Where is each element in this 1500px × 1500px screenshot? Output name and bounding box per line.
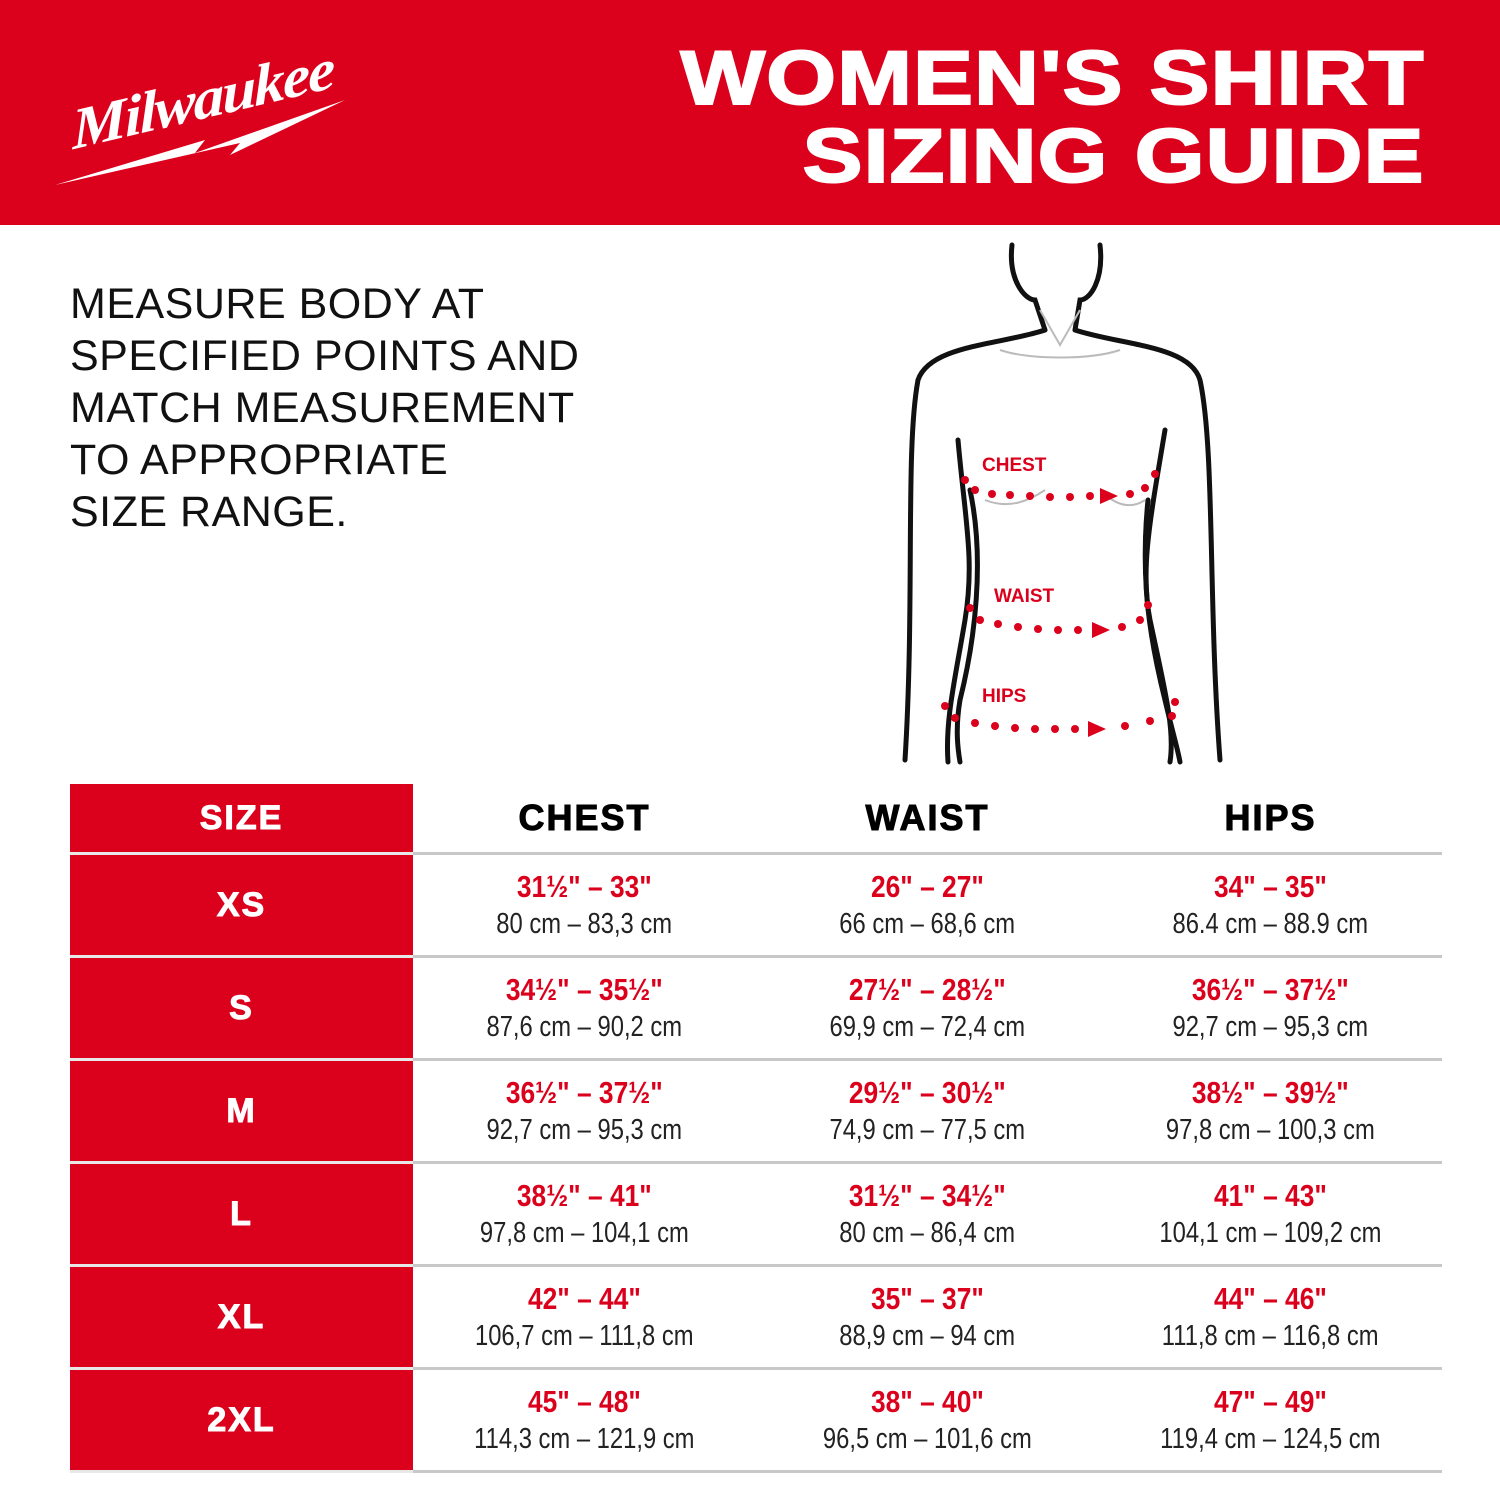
waist-inches: 38" – 40" xyxy=(871,1384,984,1419)
chest-cell: 45" – 48" 114,3 cm – 121,9 cm xyxy=(413,1370,756,1470)
chest-cm: 114,3 cm – 121,9 cm xyxy=(474,1423,695,1455)
header-size: SIZE xyxy=(70,784,413,855)
waist-inches: 27½" – 28½" xyxy=(849,972,1006,1007)
chest-cm: 87,6 cm – 90,2 cm xyxy=(486,1011,683,1043)
title-line-2: SIZING GUIDE xyxy=(802,114,1425,199)
instruction-line: MEASURE BODY AT xyxy=(70,280,485,328)
waist-cell: 29½" – 30½" 74,9 cm – 77,5 cm xyxy=(756,1061,1099,1161)
hips-cell: 47" – 49" 119,4 cm – 124,5 cm xyxy=(1099,1370,1442,1470)
hips-cell: 41" – 43" 104,1 cm – 109,2 cm xyxy=(1099,1164,1442,1264)
chest-cell: 34½" – 35½" 87,6 cm – 90,2 cm xyxy=(413,958,756,1058)
hips-inches: 44" – 46" xyxy=(1214,1281,1327,1316)
title-line-1: WOMEN'S SHIRT xyxy=(680,36,1425,121)
size-label: 2XL xyxy=(70,1370,413,1473)
chest-inches: 34½" – 35½" xyxy=(506,972,663,1007)
header-banner: Milwaukee WOMEN'S SHIRT SIZING GUIDE xyxy=(0,0,1500,225)
hips-inches: 47" – 49" xyxy=(1214,1384,1327,1419)
chest-inches: 45" – 48" xyxy=(528,1384,641,1419)
waist-cell: 31½" – 34½" 80 cm – 86,4 cm xyxy=(756,1164,1099,1264)
waist-inches: 31½" – 34½" xyxy=(849,1178,1006,1213)
waist-inches: 35" – 37" xyxy=(871,1281,984,1316)
waist-cm: 66 cm – 68,6 cm xyxy=(839,908,1016,940)
page-title: WOMEN'S SHIRT SIZING GUIDE xyxy=(680,36,1425,199)
instruction-line: SPECIFIED POINTS AND xyxy=(70,332,580,380)
hips-inches: 38½" – 39½" xyxy=(1192,1075,1349,1110)
hips-cm: 97,8 cm – 100,3 cm xyxy=(1166,1114,1375,1146)
hips-cell: 36½" – 37½" 92,7 cm – 95,3 cm xyxy=(1099,958,1442,1058)
instruction-line: TO APPROPRIATE xyxy=(70,436,449,484)
table-header-row: SIZE CHEST WAIST HIPS xyxy=(70,784,1442,855)
hips-inches: 34" – 35" xyxy=(1214,869,1327,904)
chest-cm: 97,8 cm – 104,1 cm xyxy=(480,1217,689,1249)
waist-cell: 26" – 27" 66 cm – 68,6 cm xyxy=(756,855,1099,955)
waist-cell: 35" – 37" 88,9 cm – 94 cm xyxy=(756,1267,1099,1367)
hips-cm: 86.4 cm – 88.9 cm xyxy=(1172,908,1369,940)
hips-inches: 41" – 43" xyxy=(1214,1178,1327,1213)
chest-inches: 36½" – 37½" xyxy=(506,1075,663,1110)
chest-cm: 106,7 cm – 111,8 cm xyxy=(475,1320,694,1352)
hips-cm: 104,1 cm – 109,2 cm xyxy=(1159,1217,1382,1249)
chest-cell: 38½" – 41" 97,8 cm – 104,1 cm xyxy=(413,1164,756,1264)
waist-cm: 74,9 cm – 77,5 cm xyxy=(829,1114,1026,1146)
waist-cm: 69,9 cm – 72,4 cm xyxy=(829,1011,1026,1043)
waist-inches: 26" – 27" xyxy=(871,869,984,904)
size-label: XL xyxy=(70,1267,413,1370)
lightning-bolt-icon xyxy=(55,100,345,185)
header-hips: HIPS xyxy=(1224,797,1317,839)
table-row: XL 42" – 44" 106,7 cm – 111,8 cm 35" – 3… xyxy=(70,1267,1442,1370)
table-row: L 38½" – 41" 97,8 cm – 104,1 cm 31½" – 3… xyxy=(70,1164,1442,1267)
chest-dotted-arrow xyxy=(961,470,1159,504)
table-row: XS 31½" – 33" 80 cm – 83,3 cm 26" – 27" … xyxy=(70,855,1442,958)
hips-cm: 92,7 cm – 95,3 cm xyxy=(1172,1011,1369,1043)
hips-cell: 34" – 35" 86.4 cm – 88.9 cm xyxy=(1099,855,1442,955)
hips-cell: 44" – 46" 111,8 cm – 116,8 cm xyxy=(1099,1267,1442,1367)
hips-cm: 111,8 cm – 116,8 cm xyxy=(1162,1320,1379,1352)
chest-cell: 36½" – 37½" 92,7 cm – 95,3 cm xyxy=(413,1061,756,1161)
size-label: M xyxy=(70,1061,413,1164)
waist-cm: 88,9 cm – 94 cm xyxy=(839,1320,1016,1352)
chest-cm: 92,7 cm – 95,3 cm xyxy=(486,1114,683,1146)
size-label: XS xyxy=(70,855,413,958)
waist-inches: 29½" – 30½" xyxy=(849,1075,1006,1110)
chest-inches: 42" – 44" xyxy=(528,1281,641,1316)
waist-cm: 96,5 cm – 101,6 cm xyxy=(823,1423,1032,1455)
waist-cell: 38" – 40" 96,5 cm – 101,6 cm xyxy=(756,1370,1099,1470)
table-row: 2XL 45" – 48" 114,3 cm – 121,9 cm 38" – … xyxy=(70,1370,1442,1473)
chest-cell: 31½" – 33" 80 cm – 83,3 cm xyxy=(413,855,756,955)
header-chest: CHEST xyxy=(518,797,651,839)
waist-label: WAIST xyxy=(994,586,1055,607)
header-waist: WAIST xyxy=(865,797,990,839)
table-row: S 34½" – 35½" 87,6 cm – 90,2 cm 27½" – 2… xyxy=(70,958,1442,1061)
hips-dotted-arrow xyxy=(941,698,1179,737)
waist-cm: 80 cm – 86,4 cm xyxy=(839,1217,1016,1249)
chest-label: CHEST xyxy=(982,455,1047,476)
milwaukee-logo: Milwaukee xyxy=(55,36,355,195)
hips-cell: 38½" – 39½" 97,8 cm – 100,3 cm xyxy=(1099,1061,1442,1161)
hips-inches: 36½" – 37½" xyxy=(1192,972,1349,1007)
waist-cell: 27½" – 28½" 69,9 cm – 72,4 cm xyxy=(756,958,1099,1058)
waist-dotted-arrow xyxy=(966,601,1152,638)
chest-inches: 38½" – 41" xyxy=(517,1178,652,1213)
measurement-markers xyxy=(941,470,1179,737)
measuring-instructions: MEASURE BODY AT SPECIFIED POINTS AND MAT… xyxy=(70,278,579,538)
size-chart-table: SIZE CHEST WAIST HIPS XS 31½" – 33" 80 c… xyxy=(70,784,1442,1473)
chest-inches: 31½" – 33" xyxy=(517,869,652,904)
body-measurement-figure: CHEST WAIST HIPS xyxy=(902,242,1223,765)
instruction-line: MATCH MEASUREMENT xyxy=(70,384,575,432)
table-row: M 36½" – 37½" 92,7 cm – 95,3 cm 29½" – 3… xyxy=(70,1061,1442,1164)
hips-label: HIPS xyxy=(982,686,1026,707)
size-label: S xyxy=(70,958,413,1061)
instruction-line: SIZE RANGE. xyxy=(70,488,348,536)
hips-cm: 119,4 cm – 124,5 cm xyxy=(1160,1423,1381,1455)
size-label: L xyxy=(70,1164,413,1267)
chest-cm: 80 cm – 83,3 cm xyxy=(496,908,673,940)
chest-cell: 42" – 44" 106,7 cm – 111,8 cm xyxy=(413,1267,756,1367)
